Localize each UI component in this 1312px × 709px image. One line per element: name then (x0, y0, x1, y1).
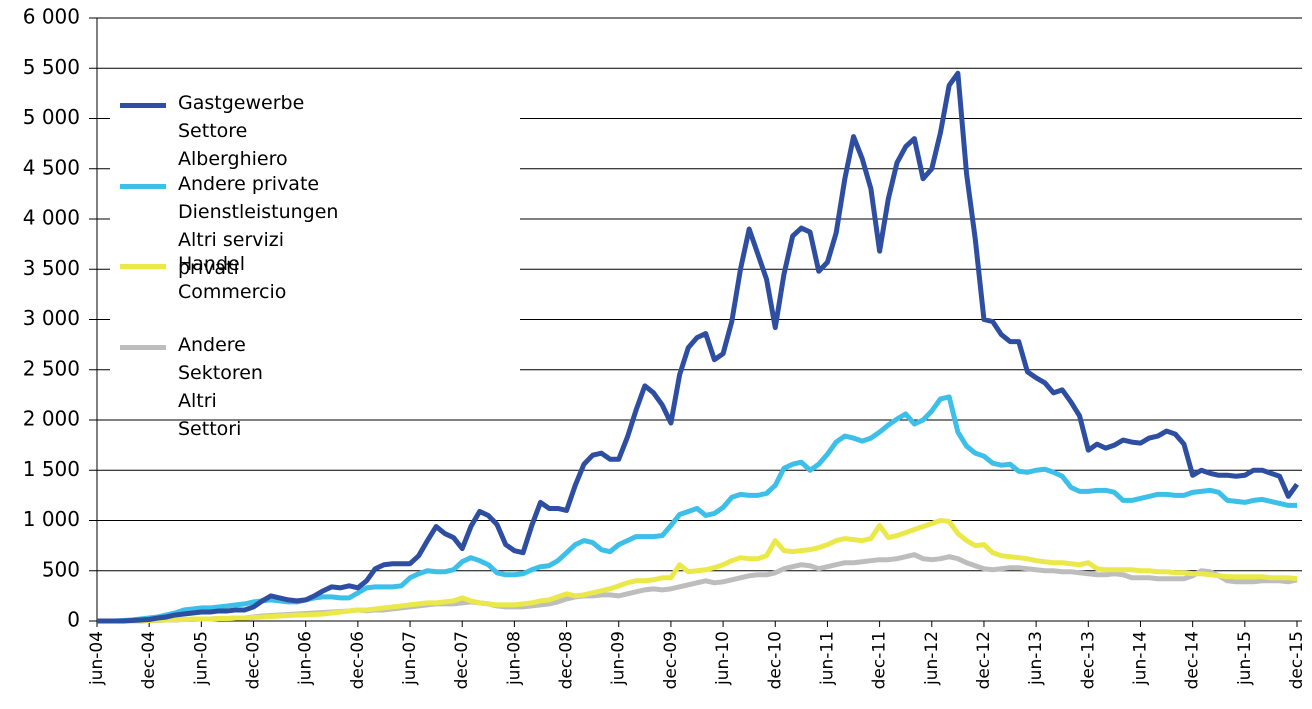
legend-swatch (120, 344, 166, 350)
x-tick-label: jun-05 (191, 631, 211, 686)
y-tick-label: 0 (67, 608, 80, 632)
y-tick-label: 4 500 (23, 155, 80, 179)
x-tick-label: jun-12 (922, 631, 942, 686)
x-tick-label: jun-15 (1235, 631, 1255, 686)
x-tick-label: jun-09 (609, 631, 629, 686)
legend-label: Andere Sektoren Altri Settori (178, 333, 263, 440)
x-tick-label: jun-11 (817, 631, 837, 686)
x-tick-label: dec-06 (348, 631, 368, 689)
y-tick-label: 5 000 (23, 105, 80, 129)
series-line (97, 518, 1298, 624)
legend-swatch (120, 103, 166, 108)
y-tick-label: 3 500 (23, 256, 80, 280)
x-tick-label: dec-11 (870, 631, 890, 689)
series-line (97, 70, 1300, 624)
x-tick-label: dec-12 (974, 631, 994, 689)
x-tick-label: dec-10 (765, 631, 785, 689)
y-tick-label: 4 000 (23, 206, 80, 230)
x-tick-label: dec-05 (244, 631, 264, 689)
legend-label: Gastgewerbe Settore Alberghiero (178, 92, 305, 170)
x-tick-label: dec-08 (557, 631, 577, 689)
legend-swatch (120, 264, 166, 269)
x-tick-label: dec-15 (1287, 631, 1307, 689)
y-tick-label: 1 000 (23, 507, 80, 531)
x-tick-label: dec-13 (1078, 631, 1098, 689)
y-tick-label: 1 500 (23, 457, 80, 481)
legend: Gastgewerbe Settore Alberghiero Andere pr… (110, 85, 520, 440)
legend-label: Andere private Dienstleistungen Altri se… (178, 172, 339, 279)
x-tick-label: jun-10 (713, 631, 733, 686)
legend-label: Handel Commercio (178, 253, 287, 303)
x-tick-label: dec-07 (452, 631, 472, 689)
x-tick-label: jun-04 (87, 631, 107, 686)
x-tick-label: jun-07 (400, 631, 420, 686)
x-tick-label: jun-13 (1026, 631, 1046, 686)
y-tick-label: 3 000 (23, 306, 80, 330)
x-tick-label: dec-09 (661, 631, 681, 689)
x-tick-label: jun-14 (1130, 631, 1150, 686)
y-tick-label: 500 (42, 557, 80, 581)
x-tick-label: dec-04 (139, 631, 159, 689)
y-tick-label: 6 000 (23, 5, 80, 29)
x-tick-label: jun-08 (504, 631, 524, 686)
x-tick-label: dec-14 (1183, 631, 1203, 689)
x-tick-label: jun-06 (296, 631, 316, 686)
legend-swatch (120, 183, 166, 189)
series-line (97, 394, 1297, 624)
y-tick-label: 2 500 (23, 356, 80, 380)
series-line (97, 552, 1298, 624)
y-tick-label: 5 500 (23, 55, 80, 79)
y-tick-label: 2 000 (23, 407, 80, 431)
